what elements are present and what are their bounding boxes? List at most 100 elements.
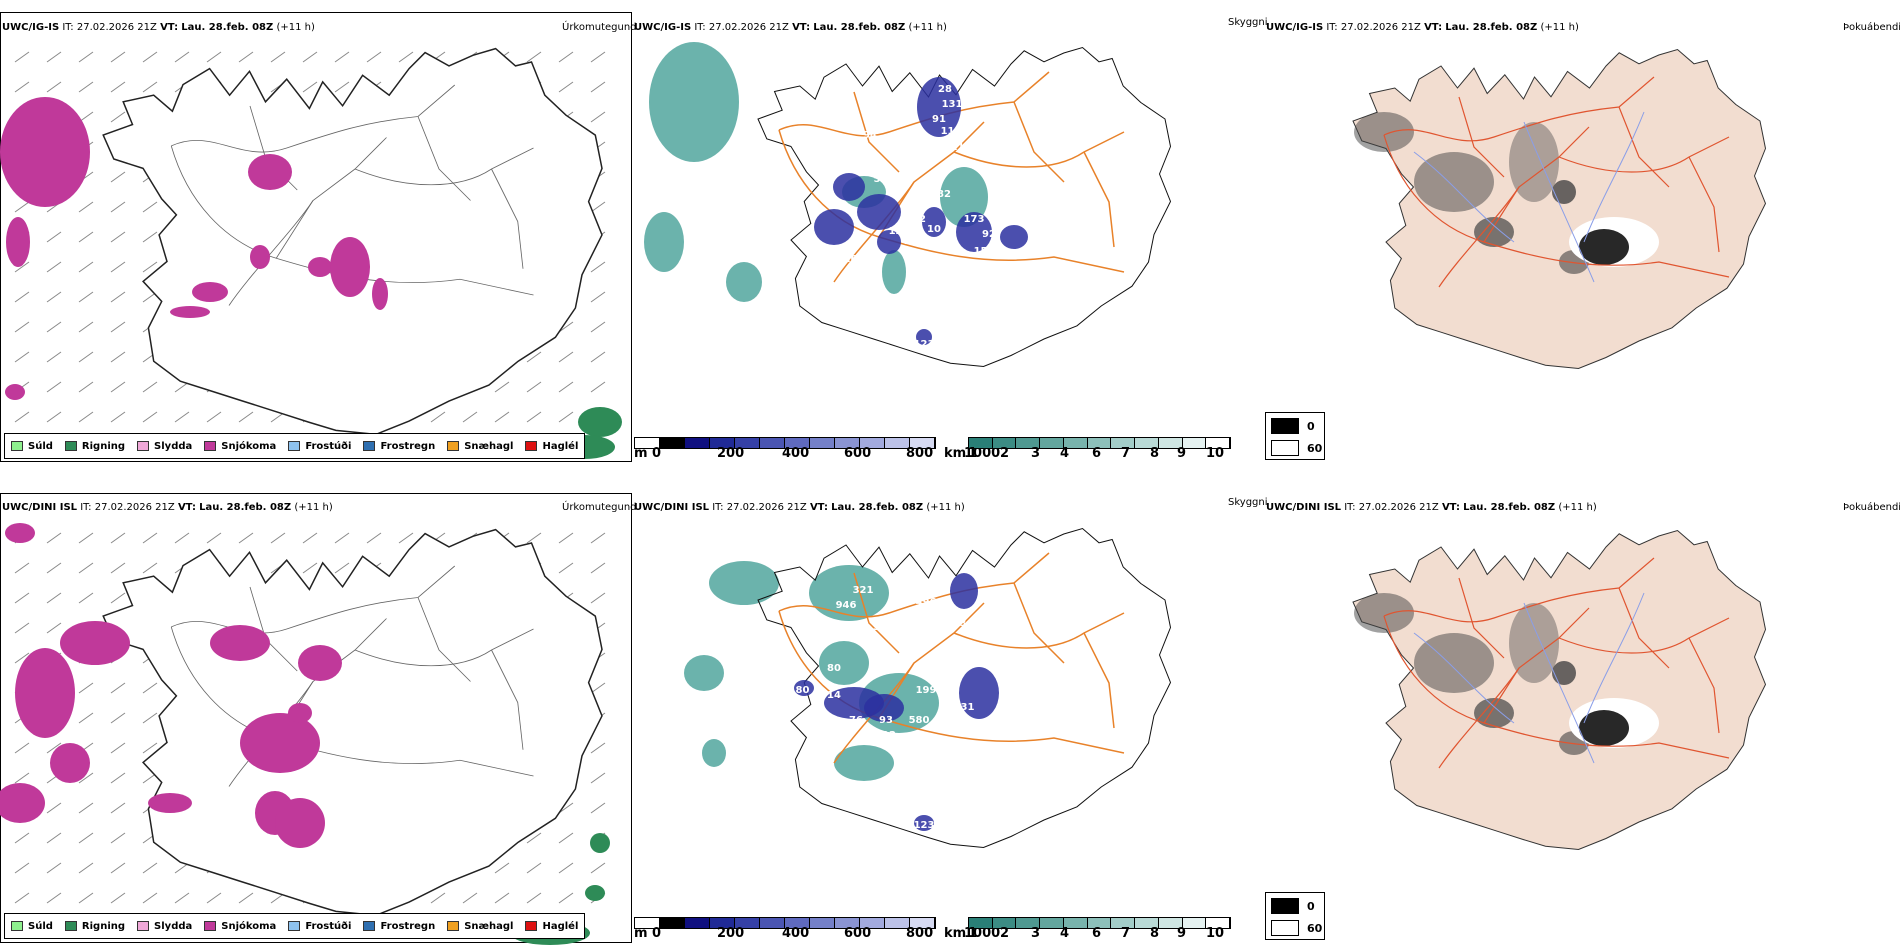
rain-area bbox=[590, 833, 610, 853]
fog-area bbox=[1474, 217, 1514, 247]
low-visibility-area bbox=[922, 207, 946, 237]
snow-area bbox=[15, 648, 75, 738]
wind-barb bbox=[494, 892, 510, 904]
colorbar-cell bbox=[1063, 438, 1088, 448]
wind-barb bbox=[78, 81, 94, 93]
snow-area bbox=[148, 793, 192, 813]
visibility-area bbox=[819, 641, 869, 685]
road bbox=[1558, 136, 1730, 173]
fog-area bbox=[1414, 152, 1494, 212]
visibility-value-label: 123 bbox=[914, 339, 935, 350]
low-visibility-area bbox=[877, 230, 901, 254]
wind-barb bbox=[78, 682, 94, 694]
wind-barb bbox=[14, 351, 30, 363]
legend-item: Rigning bbox=[64, 921, 125, 932]
colorbar-cell bbox=[1063, 918, 1088, 928]
wind-barb bbox=[14, 261, 30, 273]
wind-barb bbox=[494, 862, 510, 874]
fog-index-map-row1 bbox=[1264, 12, 1900, 464]
road bbox=[1618, 106, 1670, 188]
wind-barb bbox=[110, 742, 126, 754]
wind-barb bbox=[494, 381, 510, 393]
colorbar-cell bbox=[660, 918, 685, 928]
panel-name: Skyggni bbox=[1228, 497, 1268, 508]
visibility-area bbox=[940, 167, 988, 227]
visibility-area bbox=[726, 262, 762, 302]
wind-barb bbox=[110, 351, 126, 363]
colorbar-tick: 200 bbox=[717, 446, 745, 461]
wind-barb bbox=[302, 562, 318, 574]
wind-barb bbox=[78, 802, 94, 814]
colorbar-tick: 800 bbox=[906, 446, 934, 461]
wind-barb bbox=[14, 592, 30, 604]
wind-barb bbox=[14, 862, 30, 874]
visibility-value-label: 92 bbox=[982, 229, 996, 240]
wind-barb bbox=[142, 411, 158, 423]
visibility-value-label: 56 bbox=[837, 620, 851, 631]
legend-swatch bbox=[525, 921, 538, 931]
road bbox=[778, 552, 1050, 618]
colorbar-cell bbox=[1206, 918, 1231, 928]
colorbar-cell bbox=[1135, 918, 1159, 928]
legend-swatch bbox=[288, 921, 301, 931]
road bbox=[1688, 637, 1720, 734]
colorbar-tick: 2 bbox=[1000, 926, 1010, 941]
wind-barb bbox=[78, 321, 94, 333]
low-visibility-area bbox=[950, 573, 978, 609]
colorbar-cell bbox=[760, 918, 785, 928]
wind-barb bbox=[590, 592, 606, 604]
wind-barb bbox=[526, 862, 542, 874]
wind-barb bbox=[526, 532, 542, 544]
wind-barb bbox=[46, 832, 62, 844]
wind-barb bbox=[590, 742, 606, 754]
panel-name: Skyggni bbox=[1228, 17, 1268, 28]
visibility-value-label: 12 bbox=[912, 214, 926, 225]
snow-area bbox=[6, 217, 30, 267]
visibility-value-label: 10 bbox=[864, 259, 878, 270]
colorbar-tick: 0 bbox=[652, 926, 662, 941]
wind-barb bbox=[558, 862, 574, 874]
wind-barb bbox=[270, 532, 286, 544]
visibility-value-label: 155 bbox=[974, 246, 995, 257]
road bbox=[953, 612, 1125, 649]
colorbar-cell bbox=[1040, 918, 1064, 928]
fog-swatch bbox=[1271, 920, 1299, 936]
wind-barb bbox=[46, 892, 62, 904]
wind-barb bbox=[590, 51, 606, 63]
wind-barb bbox=[110, 772, 126, 784]
colorbar-cell bbox=[1087, 918, 1112, 928]
visibility-value-label: 80 bbox=[827, 663, 841, 674]
visibility-area bbox=[649, 42, 739, 162]
wind-barb bbox=[46, 231, 62, 243]
colorbar-cell bbox=[785, 438, 810, 448]
legend-label: Haglél bbox=[542, 440, 579, 452]
dense-fog-area bbox=[1579, 229, 1629, 265]
snow-area bbox=[248, 154, 292, 190]
road bbox=[171, 84, 456, 153]
wind-barb bbox=[558, 532, 574, 544]
coastline bbox=[102, 528, 603, 917]
legend-label: Súld bbox=[28, 440, 53, 452]
colorbar-tick: 7 bbox=[1121, 926, 1131, 941]
visibility-value-label: 580 bbox=[909, 715, 930, 726]
colorbar-cell bbox=[969, 438, 993, 448]
road bbox=[1688, 156, 1720, 253]
colorbar-tick: 10 bbox=[1206, 926, 1225, 941]
wind-barb bbox=[558, 832, 574, 844]
low-visibility-area bbox=[814, 209, 854, 245]
colorbar-cell bbox=[885, 918, 910, 928]
colorbar-cell bbox=[1206, 438, 1231, 448]
visibility-value-label: 76 bbox=[822, 743, 836, 754]
visibility-value-label: 12 bbox=[882, 730, 896, 741]
wind-barb bbox=[334, 532, 350, 544]
low-visibility-area bbox=[956, 212, 992, 252]
wind-barb bbox=[590, 682, 606, 694]
wind-barb bbox=[238, 532, 254, 544]
colorbar-tick: 6 bbox=[1092, 446, 1102, 461]
visibility-value-label: 111 bbox=[941, 126, 962, 137]
fog-index-map-row2 bbox=[1264, 493, 1900, 945]
wind-barb bbox=[46, 592, 62, 604]
colorbar-cell bbox=[1182, 438, 1207, 448]
visibility-value-label: 91 bbox=[932, 114, 946, 125]
legend-item: Frostregn bbox=[363, 921, 435, 932]
